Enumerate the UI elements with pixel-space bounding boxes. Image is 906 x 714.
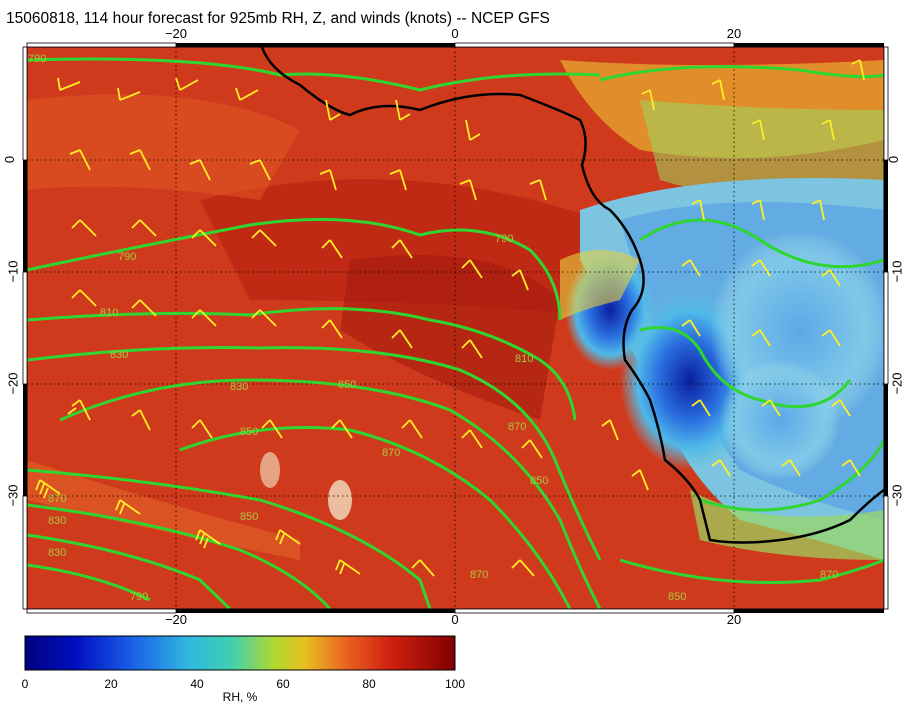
lon-tick-top-2: 0: [451, 26, 459, 41]
lat-tick-right-3: −20: [889, 372, 905, 395]
contour-label: 810: [100, 307, 118, 319]
contour-label: 850: [530, 475, 548, 487]
page-title: 15060818, 114 hour forecast for 925mb RH…: [6, 10, 550, 27]
contour-label: 790: [495, 233, 513, 245]
height-contours: [27, 57, 884, 609]
colorbar-tick: 0: [21, 677, 29, 691]
contour-label: 850: [668, 591, 686, 603]
lat-tick-right-1: 0: [886, 155, 902, 164]
map-frame: [22, 42, 889, 614]
contour-label: 830: [48, 515, 66, 527]
lat-tick-left-4: −30: [5, 484, 21, 507]
lat-tick-right-4: −30: [889, 484, 905, 507]
lat-tick-left-3: −20: [5, 372, 21, 395]
colorbar-tick: 100: [444, 677, 466, 691]
lat-tick-right-2: −10: [889, 260, 905, 283]
contour-label: 870: [820, 569, 838, 581]
colorbar: [24, 635, 456, 671]
graticule: [27, 47, 884, 609]
contour-label: 870: [382, 447, 400, 459]
contour-label: 790: [28, 53, 46, 65]
lat-tick-left-2: −10: [5, 260, 21, 283]
colorbar-tick: 20: [104, 677, 118, 691]
contour-label: 790: [118, 251, 136, 263]
rh-field: 790 790 810 830 830 850 850 870 870 870 …: [27, 47, 884, 609]
colorbar-label: RH, %: [222, 690, 258, 704]
contour-label: 870: [508, 421, 526, 433]
contour-label: 850: [240, 426, 258, 438]
coastline: [260, 47, 884, 544]
lon-tick-bottom-1: −20: [164, 612, 188, 627]
contour-label: 810: [515, 353, 533, 365]
contour-labels: 790 790 810 830 830 850 850 870 870 870 …: [28, 53, 838, 603]
colorbar-tick: 80: [362, 677, 376, 691]
lat-tick-left-1: 0: [2, 155, 18, 164]
contour-label: 830: [110, 349, 128, 361]
contour-label: 850: [240, 511, 258, 523]
colorbar-tick: 60: [276, 677, 290, 691]
lon-tick-bottom-2: 0: [451, 612, 459, 627]
contour-label: 790: [130, 591, 148, 603]
contour-label: 850: [338, 379, 356, 391]
lon-tick-bottom-3: 20: [726, 612, 742, 627]
lon-tick-top-1: −20: [164, 26, 188, 41]
contour-label: 870: [48, 493, 66, 505]
colorbar-tick: 40: [190, 677, 204, 691]
wind-barbs: [35, 59, 865, 577]
contour-label: 830: [230, 381, 248, 393]
lon-tick-top-3: 20: [726, 26, 742, 41]
contour-label: 830: [48, 547, 66, 559]
contour-label: 870: [470, 569, 488, 581]
